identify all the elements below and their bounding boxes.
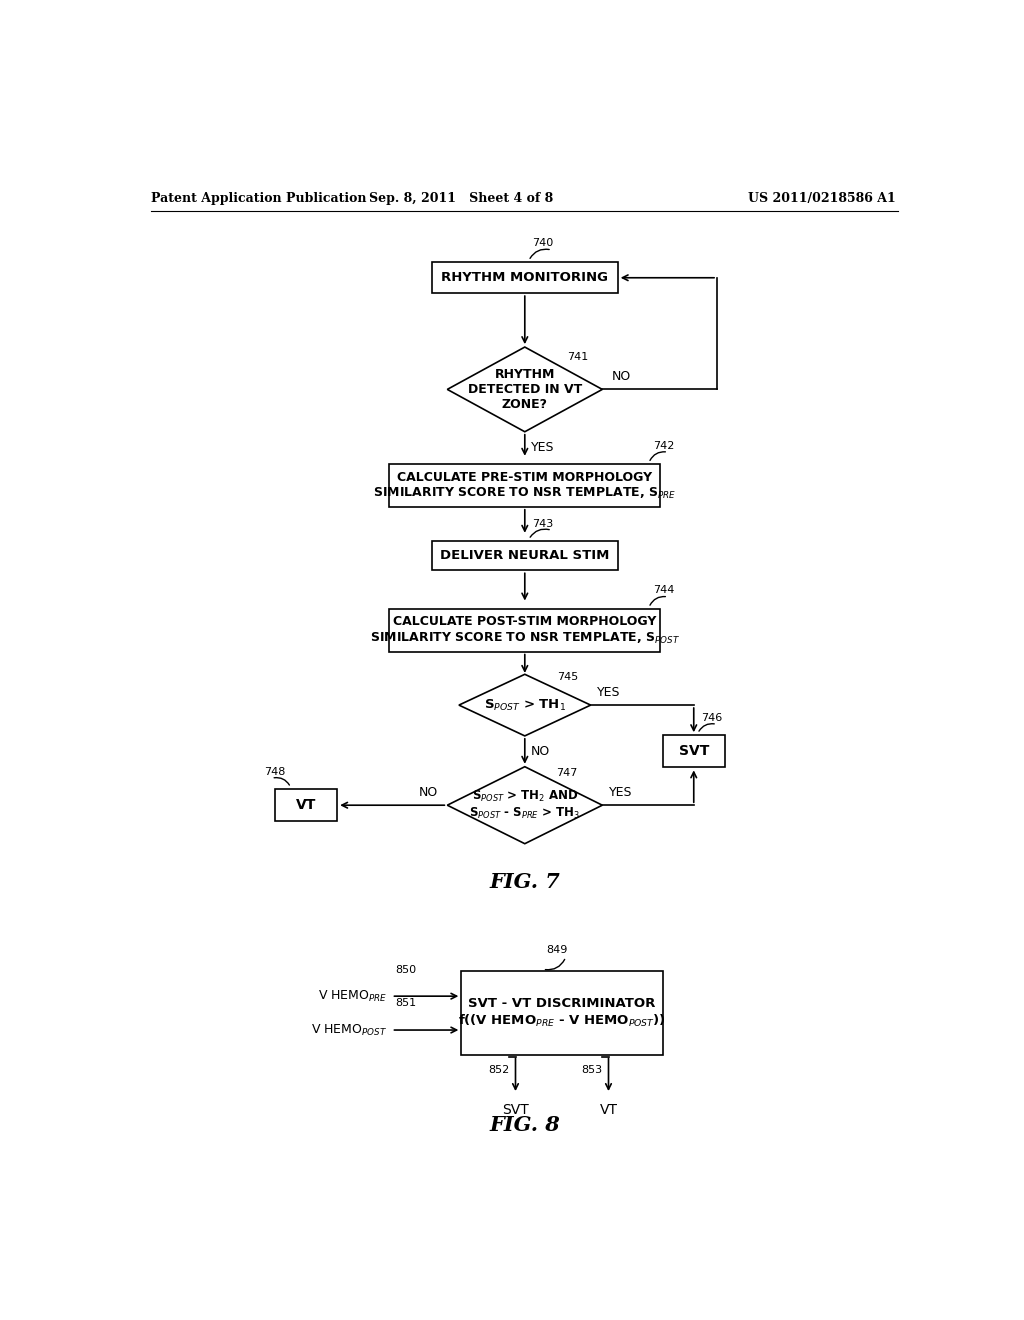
Text: YES: YES [608, 785, 632, 799]
Text: RHYTHM
DETECTED IN VT
ZONE?: RHYTHM DETECTED IN VT ZONE? [468, 368, 582, 411]
Text: FIG. 7: FIG. 7 [489, 873, 560, 892]
Text: 744: 744 [652, 585, 674, 595]
Text: CALCULATE PRE-STIM MORPHOLOGY
SIMILARITY SCORE TO NSR TEMPLATE, S$_{PRE}$: CALCULATE PRE-STIM MORPHOLOGY SIMILARITY… [373, 470, 677, 500]
Bar [275, 789, 337, 821]
Text: NO: NO [611, 370, 631, 383]
Polygon shape [447, 347, 602, 432]
Text: 849: 849 [547, 945, 568, 956]
Text: RHYTHM MONITORING: RHYTHM MONITORING [441, 271, 608, 284]
Text: S$_{POST}$ > TH$_1$: S$_{POST}$ > TH$_1$ [483, 697, 566, 713]
Text: YES: YES [531, 441, 555, 454]
Text: SVT: SVT [502, 1104, 528, 1117]
Text: 741: 741 [567, 352, 589, 363]
Text: Patent Application Publication: Patent Application Publication [152, 191, 367, 205]
Text: 746: 746 [701, 713, 723, 723]
Polygon shape [447, 767, 602, 843]
Polygon shape [459, 675, 591, 737]
Text: DELIVER NEURAL STIM: DELIVER NEURAL STIM [440, 549, 609, 562]
Text: 851: 851 [395, 998, 417, 1008]
Text: VT: VT [599, 1104, 617, 1117]
Text: 850: 850 [395, 965, 417, 974]
Text: US 2011/0218586 A1: US 2011/0218586 A1 [748, 191, 895, 205]
Text: 748: 748 [263, 767, 285, 776]
Bar [432, 541, 617, 570]
Text: 853: 853 [582, 1065, 602, 1074]
Text: S$_{POST}$ > TH$_2$ AND
S$_{POST}$ - S$_{PRE}$ > TH$_3$: S$_{POST}$ > TH$_2$ AND S$_{POST}$ - S$_… [469, 789, 581, 821]
Bar [389, 465, 660, 507]
Bar [663, 735, 725, 767]
Text: V HEMO$_{PRE}$: V HEMO$_{PRE}$ [318, 989, 388, 1003]
Text: SVT: SVT [679, 744, 709, 758]
Text: 745: 745 [557, 672, 579, 682]
Text: V HEMO$_{POST}$: V HEMO$_{POST}$ [311, 1023, 388, 1038]
Text: 743: 743 [532, 519, 554, 529]
Text: NO: NO [419, 785, 438, 799]
Text: 747: 747 [556, 768, 578, 779]
Text: SVT - VT DISCRIMINATOR
f((V HEMO$_{PRE}$ - V HEMO$_{POST}$)): SVT - VT DISCRIMINATOR f((V HEMO$_{PRE}$… [458, 998, 666, 1028]
Text: YES: YES [597, 686, 621, 700]
Bar [432, 263, 617, 293]
Text: CALCULATE POST-STIM MORPHOLOGY
SIMILARITY SCORE TO NSR TEMPLATE, S$_{POST}$: CALCULATE POST-STIM MORPHOLOGY SIMILARIT… [370, 615, 680, 645]
Bar [461, 970, 663, 1056]
Text: FIG. 8: FIG. 8 [489, 1115, 560, 1135]
Bar [389, 610, 660, 652]
Text: 742: 742 [652, 441, 674, 450]
Text: VT: VT [296, 799, 316, 812]
Text: 740: 740 [532, 239, 554, 248]
Text: 852: 852 [488, 1065, 509, 1074]
Text: Sep. 8, 2011   Sheet 4 of 8: Sep. 8, 2011 Sheet 4 of 8 [369, 191, 553, 205]
Text: NO: NO [531, 744, 550, 758]
